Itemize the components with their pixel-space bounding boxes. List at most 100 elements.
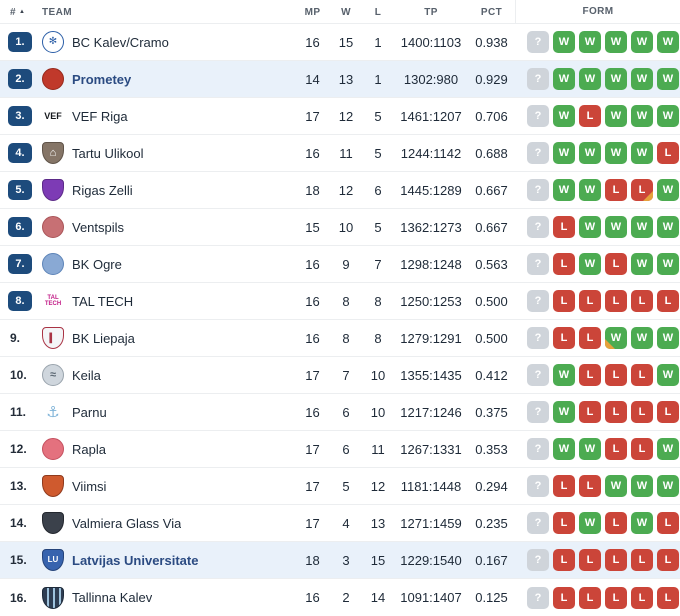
form-upcoming-box[interactable]: ? — [527, 438, 549, 460]
table-row[interactable]: 16. Tallinna Kalev 16 2 14 1091:1407 0.125? L L L… — [0, 579, 680, 616]
form-loss-box[interactable]: L — [631, 179, 653, 201]
table-row[interactable]: 7. BK Ogre 16 9 7 1298:1248 0.563? L W L W W — [0, 246, 680, 283]
header-total-points-column[interactable]: TP — [424, 6, 438, 18]
form-upcoming-box[interactable]: ? — [527, 512, 549, 534]
form-loss-box[interactable]: L — [579, 290, 601, 312]
form-win-box[interactable]: W — [605, 105, 627, 127]
form-loss-box[interactable]: L — [657, 290, 679, 312]
form-loss-box[interactable]: L — [553, 475, 575, 497]
form-loss-box[interactable]: L — [553, 253, 575, 275]
form-win-box[interactable]: W — [553, 31, 575, 53]
form-loss-box[interactable]: L — [553, 290, 575, 312]
header-mp-column[interactable]: MP — [304, 6, 321, 18]
form-loss-box[interactable]: L — [631, 364, 653, 386]
table-row[interactable]: 10. ≈ Keila 17 7 10 1355:1435 0.412? W L L L W — [0, 357, 680, 394]
form-upcoming-box[interactable]: ? — [527, 105, 549, 127]
form-loss-box[interactable]: L — [657, 512, 679, 534]
form-win-box[interactable]: W — [657, 475, 679, 497]
form-win-box[interactable]: W — [657, 327, 679, 349]
form-win-box[interactable]: W — [579, 142, 601, 164]
form-loss-box[interactable]: L — [657, 586, 679, 609]
form-loss-box[interactable]: L — [605, 512, 627, 534]
form-win-box[interactable]: W — [657, 253, 679, 275]
form-upcoming-box[interactable]: ? — [527, 290, 549, 312]
form-win-box[interactable]: W — [553, 105, 575, 127]
header-wins-column[interactable]: W — [341, 6, 351, 18]
form-loss-box[interactable]: L — [605, 364, 627, 386]
form-upcoming-box[interactable]: ? — [527, 327, 549, 349]
form-loss-box[interactable]: L — [553, 549, 575, 571]
form-loss-box[interactable]: L — [579, 401, 601, 423]
form-loss-box[interactable]: L — [631, 290, 653, 312]
form-win-box[interactable]: W — [605, 216, 627, 238]
form-upcoming-box[interactable]: ? — [527, 216, 549, 238]
table-row[interactable]: 1. ✻ BC Kalev/Cramo 16 15 1 1400:1103 0.938? W W W… — [0, 24, 680, 61]
form-loss-box[interactable]: L — [579, 327, 601, 349]
form-win-box[interactable]: W — [657, 179, 679, 201]
table-row[interactable]: 8. TAL TECH TAL TECH 16 8 8 1250:1253 0.500? L L L… — [0, 283, 680, 320]
table-row[interactable]: 12. Rapla 17 6 11 1267:1331 0.353? W W L L W — [0, 431, 680, 468]
form-win-box[interactable]: W — [579, 31, 601, 53]
form-upcoming-box[interactable]: ? — [527, 179, 549, 201]
header-rank-column[interactable]: # ▲ — [0, 7, 38, 18]
form-win-box[interactable]: W — [657, 68, 679, 90]
form-win-box[interactable]: W — [631, 31, 653, 53]
header-losses-column[interactable]: L — [374, 6, 382, 18]
form-win-box[interactable]: W — [631, 253, 653, 275]
form-loss-box[interactable]: L — [553, 586, 575, 609]
form-win-box[interactable]: W — [631, 216, 653, 238]
form-win-box[interactable]: W — [657, 105, 679, 127]
form-win-box[interactable]: W — [579, 438, 601, 460]
table-row[interactable]: 4. ⌂ Tartu Ulikool 16 11 5 1244:1142 0.688? W W W W… — [0, 135, 680, 172]
form-win-box[interactable]: W — [605, 475, 627, 497]
form-loss-box[interactable]: L — [631, 586, 653, 609]
form-loss-box[interactable]: L — [605, 401, 627, 423]
form-upcoming-box[interactable]: ? — [527, 549, 549, 571]
form-loss-box[interactable]: L — [605, 179, 627, 201]
form-upcoming-box[interactable]: ? — [527, 364, 549, 386]
form-loss-box[interactable]: L — [631, 549, 653, 571]
form-loss-box[interactable]: L — [579, 549, 601, 571]
form-win-box[interactable]: W — [631, 105, 653, 127]
form-upcoming-box[interactable]: ? — [527, 586, 549, 609]
form-upcoming-box[interactable]: ? — [527, 31, 549, 53]
form-loss-box[interactable]: L — [553, 216, 575, 238]
form-win-box[interactable]: W — [553, 179, 575, 201]
form-upcoming-box[interactable]: ? — [527, 142, 549, 164]
form-loss-box[interactable]: L — [579, 105, 601, 127]
header-team-column[interactable]: TEAM — [42, 6, 72, 18]
form-win-box[interactable]: W — [553, 401, 575, 423]
form-loss-box[interactable]: L — [605, 549, 627, 571]
form-loss-box[interactable]: L — [631, 438, 653, 460]
form-loss-box[interactable]: L — [657, 142, 679, 164]
form-loss-box[interactable]: L — [553, 327, 575, 349]
form-loss-box[interactable]: L — [579, 586, 601, 609]
form-win-box[interactable]: W — [631, 327, 653, 349]
form-loss-box[interactable]: L — [579, 364, 601, 386]
form-win-box[interactable]: W — [579, 253, 601, 275]
form-win-box[interactable]: W — [605, 327, 627, 349]
form-win-box[interactable]: W — [579, 512, 601, 534]
form-win-box[interactable]: W — [657, 438, 679, 460]
form-win-box[interactable]: W — [579, 68, 601, 90]
table-row[interactable]: 13. Viimsi 17 5 12 1181:1448 0.294? L L W W W — [0, 468, 680, 505]
form-win-box[interactable]: W — [631, 475, 653, 497]
form-loss-box[interactable]: L — [605, 586, 627, 609]
form-win-box[interactable]: W — [579, 179, 601, 201]
form-loss-box[interactable]: L — [605, 253, 627, 275]
form-loss-box[interactable]: L — [553, 512, 575, 534]
table-row[interactable]: 11. ⚓ Parnu 16 6 10 1217:1246 0.375? W L L L L — [0, 394, 680, 431]
form-win-box[interactable]: W — [553, 68, 575, 90]
form-loss-box[interactable]: L — [657, 401, 679, 423]
form-loss-box[interactable]: L — [579, 475, 601, 497]
form-win-box[interactable]: W — [657, 216, 679, 238]
form-win-box[interactable]: W — [605, 31, 627, 53]
form-win-box[interactable]: W — [657, 364, 679, 386]
form-win-box[interactable]: W — [553, 438, 575, 460]
form-win-box[interactable]: W — [553, 142, 575, 164]
form-upcoming-box[interactable]: ? — [527, 68, 549, 90]
form-upcoming-box[interactable]: ? — [527, 253, 549, 275]
table-row[interactable]: 6. Ventspils 15 10 5 1362:1273 0.667? L W W W W — [0, 209, 680, 246]
header-form-column[interactable]: FORM — [515, 0, 680, 24]
form-upcoming-box[interactable]: ? — [527, 401, 549, 423]
